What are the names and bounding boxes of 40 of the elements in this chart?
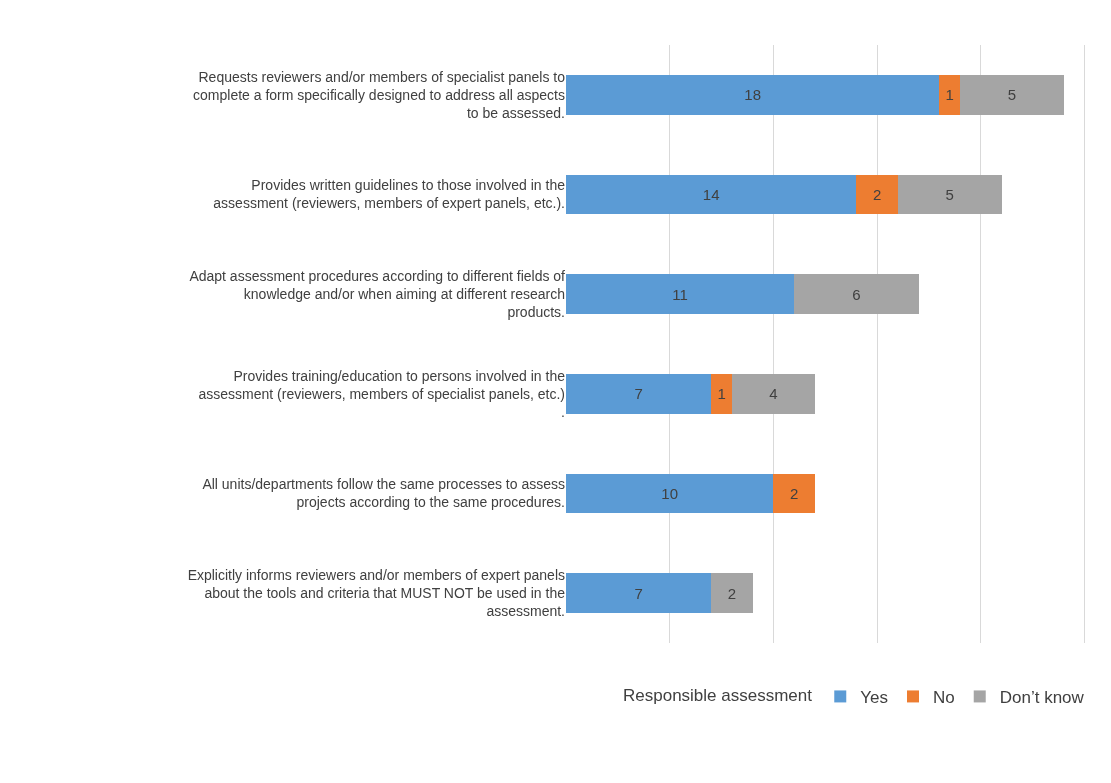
data-label: 2 xyxy=(789,485,799,502)
bar xyxy=(856,174,898,215)
bar xyxy=(960,74,1064,115)
data-label: 2 xyxy=(727,584,737,602)
bar xyxy=(566,573,712,614)
data-label: 10 xyxy=(661,485,679,502)
y-tick-label: Provides training/education to persons involved in the assessment (reviewers, members of specialist panels, etc.) . xyxy=(198,367,566,420)
legend-label: Don’t know xyxy=(999,688,1085,708)
data-label: 6 xyxy=(852,285,861,303)
bar xyxy=(566,274,795,315)
bar xyxy=(566,174,857,215)
bar xyxy=(711,373,732,414)
bar xyxy=(566,373,712,414)
data-label: 7 xyxy=(634,584,643,602)
y-tick-label: All units/departments follow the same processes to assess projects according to the same procedures. xyxy=(202,476,565,511)
y-tick-label: Explicitly informs reviewers and/or members of expert panels about the tools and criteria that MUST NOT be used in the assessment. xyxy=(187,566,566,620)
data-label: 18 xyxy=(744,86,762,104)
legend-title: Responsible assessment xyxy=(623,685,813,705)
data-label: 1 xyxy=(945,86,954,104)
legend-label: No xyxy=(933,688,955,708)
data-label: 7 xyxy=(634,385,643,403)
bar xyxy=(566,74,940,115)
y-tick-label: Adapt assessment procedures according to different fields of knowledge and/or when aiming at different research products. xyxy=(189,267,566,321)
data-label: 1 xyxy=(717,385,726,403)
bar xyxy=(939,74,961,115)
bar xyxy=(711,573,753,614)
data-label: 5 xyxy=(1007,86,1017,104)
data-label: 4 xyxy=(769,385,778,403)
data-label: 14 xyxy=(702,186,720,203)
data-label: 2 xyxy=(872,186,882,203)
y-tick-label: Provides written guidelines to those involved in the assessment (reviewers, members of expert panels, etc.). xyxy=(213,177,566,212)
bar xyxy=(794,274,919,315)
bar xyxy=(773,473,815,514)
bar xyxy=(897,174,1002,215)
y-tick-label: Requests reviewers and/or members of specialist panels to complete a form specifically designed to address all aspects to be assessed. xyxy=(193,68,566,121)
bar xyxy=(731,373,815,414)
legend-label: Yes xyxy=(860,688,888,708)
data-label: 5 xyxy=(945,186,954,203)
data-label: 11 xyxy=(672,285,688,303)
bar xyxy=(566,473,774,514)
